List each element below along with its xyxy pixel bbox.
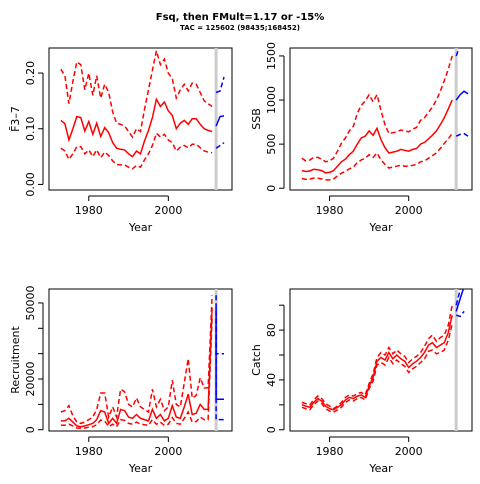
plot-frame xyxy=(48,47,233,191)
y-axis-label: F̄3–7 xyxy=(9,106,22,132)
y-axis-label: Recruitment xyxy=(9,326,22,394)
series-projection-dashed-line xyxy=(215,76,225,94)
x-tick-label: 2000 xyxy=(395,445,423,458)
y-tick-label: 0 xyxy=(265,185,278,192)
series-projection-dashed-line xyxy=(455,132,469,137)
series-historic-dashed-line xyxy=(301,323,453,414)
x-tick-label: 2000 xyxy=(154,445,182,458)
y-tick-label: 0 xyxy=(265,426,278,433)
x-axis-label: Year xyxy=(128,221,153,234)
series-historic-dashed-line xyxy=(301,133,453,181)
x-tick-label: 2000 xyxy=(154,204,182,217)
series-projection-solid-line xyxy=(215,115,225,127)
series-historic-solid-line xyxy=(301,315,453,411)
x-axis-label: Year xyxy=(368,462,393,475)
series-projection-solid-line xyxy=(455,289,465,312)
plot-frame xyxy=(289,47,473,191)
series-historic-dashed-line xyxy=(301,55,453,163)
figure-subtitle: TAC = 125602 (98435;168452) xyxy=(180,24,300,32)
y-tick-label: 50000 xyxy=(24,285,37,320)
x-tick-label: 1980 xyxy=(75,204,103,217)
y-tick-label: 40 xyxy=(265,373,278,387)
x-tick-label: 2000 xyxy=(395,204,423,217)
y-tick-label: 0.00 xyxy=(24,172,37,197)
y-tick-label: 20000 xyxy=(24,362,37,397)
y-tick-label: 500 xyxy=(265,134,278,155)
figure-title: Fsq, then FMult=1.17 or -15% xyxy=(156,12,325,23)
series-historic-dashed-line xyxy=(60,318,213,429)
y-tick-label: 0.10 xyxy=(24,116,37,141)
x-tick-label: 1980 xyxy=(316,445,344,458)
series-projection-dashed-line xyxy=(215,295,224,355)
series-historic-dashed-line xyxy=(60,50,213,139)
series-historic-solid-line xyxy=(60,97,213,158)
x-tick-label: 1980 xyxy=(75,445,103,458)
series-projection-solid-line xyxy=(455,90,469,101)
series-projection-dashed-line xyxy=(215,318,224,421)
plot-frame xyxy=(48,288,233,432)
series-projection-dashed-line xyxy=(455,48,460,57)
x-axis-label: Year xyxy=(368,221,393,234)
series-historic-solid-line xyxy=(60,307,213,428)
series-historic-dashed-line xyxy=(60,131,213,170)
y-tick-label: 0 xyxy=(24,426,37,433)
series-historic-dashed-line xyxy=(301,305,453,410)
y-tick-label: 1000 xyxy=(265,86,278,114)
series-historic-solid-line xyxy=(301,99,453,174)
y-axis-label: SSB xyxy=(250,108,263,130)
y-tick-label: 0.20 xyxy=(24,61,37,86)
series-projection-dashed-line xyxy=(455,310,465,318)
y-axis-label: Catch xyxy=(250,344,263,376)
y-tick-label: 1500 xyxy=(265,42,278,70)
series-projection-dashed-line xyxy=(215,142,225,149)
y-tick-label: 80 xyxy=(265,323,278,337)
plot-frame xyxy=(289,288,473,432)
x-axis-label: Year xyxy=(128,462,153,475)
x-tick-label: 1980 xyxy=(316,204,344,217)
